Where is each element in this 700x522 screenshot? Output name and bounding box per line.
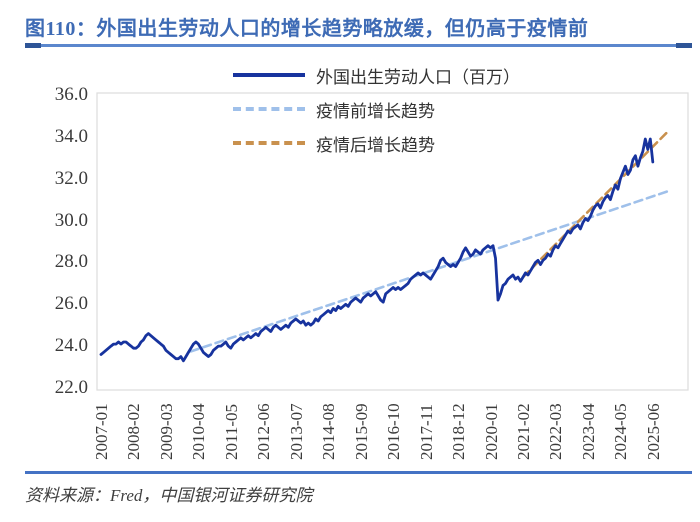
x-axis-tick-label: 2008-02 [124,403,144,460]
y-axis-tick-label: 26.0 [54,293,88,315]
x-axis-tick-label: 2020-01 [481,403,501,460]
pre-pandemic-trend-line [189,190,670,353]
chart-area: 36.0 34.0 32.0 30.0 28.0 26.0 24.0 22.0 2007-01… [0,50,700,470]
x-axis-tick-label: 2016-10 [384,403,404,460]
x-axis-tick-label: 2018-12 [449,403,469,460]
source-note: 资料来源：Fred，中国银河证券研究院 [25,486,313,505]
x-axis-tick-label: 2022-03 [546,403,566,460]
x-axis-tick-label: 2023-04 [578,403,598,460]
x-axis-tick-label: 2021-02 [513,403,533,460]
x-axis-tick-label: 2009-03 [156,403,176,460]
y-axis-tick-label: 22.0 [54,377,88,398]
figure-title: 图110：外国出生劳动人口的增长趋势略放缓，但仍高于疫情前 [25,18,589,40]
solid-line-swatch [233,73,305,77]
x-axis-tick-label: 2024-05 [611,403,631,460]
divider-left-cap [25,43,41,48]
y-axis-tick-label: 24.0 [54,335,88,357]
post-pandemic-trend-line [521,130,670,279]
legend-item-pre-pandemic-trend: 疫情前增长趋势 [233,92,520,126]
y-axis-tick-label: 28.0 [54,251,88,273]
x-axis-tick-label: 2007-01 [92,403,111,460]
x-axis-tick-label: 2017-11 [416,403,436,460]
legend-item-post-pandemic-trend: 疫情后增长趋势 [233,126,520,160]
footer-divider [25,471,692,474]
x-axis-tick-label: 2012-06 [254,403,274,460]
y-axis-tick-label: 34.0 [54,125,88,147]
y-axis-tick-label: 32.0 [54,167,88,189]
legend-label: 外国出生劳动人口（百万） [316,67,520,87]
x-axis-tick-label: 2025-06 [643,403,663,460]
x-axis-tick-label: 2014-08 [319,403,339,460]
chart-legend: 外国出生劳动人口（百万） 疫情前增长趋势 疫情后增长趋势 [233,58,520,160]
x-axis-tick-label: 2015-09 [351,403,371,460]
labor-force-line [99,137,655,363]
dashed-line-swatch [233,141,305,145]
x-axis-tick-label: 2010-04 [189,403,209,460]
title-divider [25,43,692,48]
x-axis-tick-label: 2011-05 [221,403,241,460]
divider-right-cap [676,43,692,48]
legend-label: 疫情后增长趋势 [316,135,435,155]
legend-label: 疫情前增长趋势 [316,101,435,121]
dashed-line-swatch [233,107,305,111]
y-axis-tick-label: 36.0 [54,84,88,105]
x-axis-tick-label: 2013-07 [286,403,306,460]
y-axis-tick-label: 30.0 [54,209,88,231]
legend-item-labor-force: 外国出生劳动人口（百万） [233,58,520,92]
